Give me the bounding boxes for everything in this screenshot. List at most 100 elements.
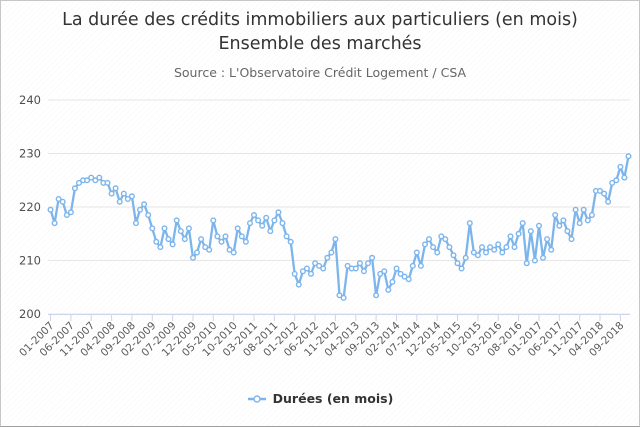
data-point-marker[interactable]: [149, 225, 156, 232]
data-point-marker[interactable]: [405, 276, 412, 283]
data-point-marker[interactable]: [202, 244, 209, 251]
data-point-marker[interactable]: [189, 254, 196, 261]
data-point-marker[interactable]: [548, 246, 555, 253]
data-point-marker[interactable]: [503, 244, 510, 251]
data-point-marker[interactable]: [145, 211, 152, 218]
data-point-marker[interactable]: [519, 220, 526, 227]
data-point-marker[interactable]: [88, 174, 95, 181]
data-point-marker[interactable]: [291, 270, 298, 277]
data-point-marker[interactable]: [572, 206, 579, 213]
data-point-marker[interactable]: [71, 185, 78, 192]
data-point-marker[interactable]: [462, 254, 469, 261]
data-point-marker[interactable]: [430, 244, 437, 251]
data-point-marker[interactable]: [356, 260, 363, 267]
data-point-marker[interactable]: [466, 220, 473, 227]
data-point-marker[interactable]: [210, 217, 217, 224]
data-point-marker[interactable]: [491, 246, 498, 253]
data-point-marker[interactable]: [250, 211, 257, 218]
data-point-marker[interactable]: [259, 222, 266, 229]
data-point-marker[interactable]: [597, 187, 604, 194]
data-point-marker[interactable]: [181, 236, 188, 243]
data-point-marker[interactable]: [536, 222, 543, 229]
data-point-marker[interactable]: [576, 220, 583, 227]
data-point-marker[interactable]: [238, 233, 245, 240]
data-point-marker[interactable]: [601, 190, 608, 197]
data-point-marker[interactable]: [446, 244, 453, 251]
data-point-marker[interactable]: [161, 225, 168, 232]
data-point-marker[interactable]: [177, 228, 184, 235]
data-point-marker[interactable]: [474, 252, 481, 259]
data-point-marker[interactable]: [426, 236, 433, 243]
data-point-marker[interactable]: [230, 249, 237, 256]
data-point-marker[interactable]: [55, 195, 62, 202]
data-point-marker[interactable]: [340, 294, 347, 301]
data-point-marker[interactable]: [360, 268, 367, 275]
data-point-marker[interactable]: [165, 236, 172, 243]
data-point-marker[interactable]: [169, 241, 176, 248]
data-point-marker[interactable]: [222, 233, 229, 240]
data-point-marker[interactable]: [153, 238, 160, 245]
data-point-marker[interactable]: [124, 195, 131, 202]
data-point-marker[interactable]: [605, 198, 612, 205]
data-point-marker[interactable]: [458, 265, 465, 272]
data-point-marker[interactable]: [132, 220, 139, 227]
data-point-marker[interactable]: [621, 174, 628, 181]
data-point-marker[interactable]: [84, 177, 91, 184]
data-point-marker[interactable]: [263, 214, 270, 221]
data-point-marker[interactable]: [438, 233, 445, 240]
data-point-marker[interactable]: [434, 249, 441, 256]
data-point-marker[interactable]: [279, 220, 286, 227]
data-point-marker[interactable]: [198, 236, 205, 243]
data-point-marker[interactable]: [393, 265, 400, 272]
data-point-marker[interactable]: [413, 249, 420, 256]
data-point-marker[interactable]: [157, 244, 164, 251]
data-point-marker[interactable]: [47, 206, 54, 213]
data-point-marker[interactable]: [588, 211, 595, 218]
data-point-marker[interactable]: [409, 262, 416, 269]
data-point-marker[interactable]: [267, 228, 274, 235]
data-point-marker[interactable]: [242, 238, 249, 245]
data-point-marker[interactable]: [173, 217, 180, 224]
data-point-marker[interactable]: [373, 292, 380, 299]
data-point-marker[interactable]: [556, 222, 563, 229]
data-point-marker[interactable]: [369, 254, 376, 261]
data-point-marker[interactable]: [324, 254, 331, 261]
data-point-marker[interactable]: [104, 179, 111, 186]
data-point-marker[interactable]: [617, 163, 624, 170]
data-point-marker[interactable]: [185, 225, 192, 232]
data-point-marker[interactable]: [381, 268, 388, 275]
data-point-marker[interactable]: [141, 201, 148, 208]
data-point-marker[interactable]: [397, 270, 404, 277]
data-point-marker[interactable]: [568, 236, 575, 243]
data-point-marker[interactable]: [442, 236, 449, 243]
data-point-marker[interactable]: [246, 220, 253, 227]
data-point-marker[interactable]: [499, 249, 506, 256]
data-point-marker[interactable]: [352, 265, 359, 272]
data-point-marker[interactable]: [422, 241, 429, 248]
data-point-marker[interactable]: [316, 262, 323, 269]
data-point-marker[interactable]: [454, 260, 461, 267]
data-point-marker[interactable]: [483, 249, 490, 256]
data-point-marker[interactable]: [365, 260, 372, 267]
data-point-marker[interactable]: [560, 217, 567, 224]
data-point-marker[interactable]: [515, 230, 522, 237]
data-point-marker[interactable]: [531, 257, 538, 264]
data-point-marker[interactable]: [63, 211, 70, 218]
data-point-marker[interactable]: [552, 211, 559, 218]
data-point-marker[interactable]: [96, 174, 103, 181]
data-point-marker[interactable]: [214, 233, 221, 240]
data-point-marker[interactable]: [275, 209, 282, 216]
data-point-marker[interactable]: [75, 179, 82, 186]
series-line[interactable]: [49, 155, 630, 300]
data-point-marker[interactable]: [271, 217, 278, 224]
data-point-marker[interactable]: [299, 268, 306, 275]
data-point-marker[interactable]: [120, 190, 127, 197]
data-point-marker[interactable]: [609, 179, 616, 186]
data-point-marker[interactable]: [283, 233, 290, 240]
data-point-marker[interactable]: [218, 238, 225, 245]
data-point-marker[interactable]: [523, 260, 530, 267]
data-point-marker[interactable]: [527, 228, 534, 235]
data-point-marker[interactable]: [51, 220, 58, 227]
data-point-marker[interactable]: [287, 238, 294, 245]
data-point-marker[interactable]: [108, 190, 115, 197]
